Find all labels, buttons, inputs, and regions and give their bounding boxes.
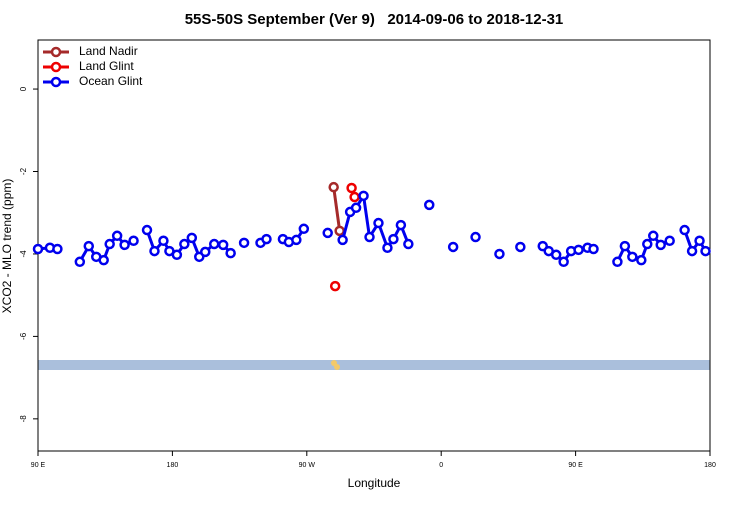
data-point: [655, 239, 666, 251]
data-point: [664, 235, 675, 247]
data-point: [179, 238, 190, 250]
data-point: [328, 181, 339, 193]
series-line: [37, 191, 707, 265]
data-point: [346, 182, 357, 194]
y-tick-label: -2: [19, 167, 28, 175]
y-tick-label: -4: [19, 250, 28, 258]
data-point: [573, 244, 584, 256]
data-point: [679, 224, 690, 236]
data-point: [447, 241, 459, 253]
data-point: [104, 238, 115, 250]
data-point: [83, 240, 95, 252]
data-point: [334, 225, 345, 237]
data-point: [158, 235, 169, 247]
data-point: [98, 254, 109, 266]
data-point: [200, 246, 211, 258]
legend-label: Ocean Glint: [79, 74, 143, 88]
data-point: [329, 280, 341, 292]
x-tick-label: 90 E: [568, 462, 583, 469]
data-point: [349, 191, 360, 203]
data-point: [694, 235, 705, 247]
surface-band: [38, 360, 710, 370]
y-tick-label: -6: [19, 332, 28, 340]
data-point: [52, 243, 63, 255]
data-point: [261, 233, 272, 245]
legend-marker: [50, 76, 62, 88]
legend-label: Land Nadir: [79, 44, 138, 58]
data-point: [388, 233, 399, 245]
data-point: [171, 249, 183, 261]
data-point: [322, 227, 333, 239]
data-point: [32, 243, 44, 255]
x-tick-label: 180: [704, 462, 716, 469]
data-point: [612, 256, 623, 268]
y-tick-label: -8: [19, 415, 28, 423]
data-point: [141, 224, 153, 236]
data-point: [337, 234, 348, 246]
data-point: [119, 239, 130, 251]
legend-marker: [50, 46, 62, 58]
data-point: [238, 237, 250, 249]
y-axis-label: XCO2 - MLO trend (ppm): [0, 179, 14, 314]
data-point: [700, 245, 711, 257]
data-point: [217, 239, 229, 251]
data-point: [686, 245, 698, 257]
data-point: [225, 247, 236, 259]
surface-dot: [334, 364, 340, 370]
data-point: [111, 230, 123, 242]
x-axis-label: Longitude: [348, 476, 401, 490]
data-point: [291, 234, 302, 246]
data-point: [515, 241, 526, 253]
data-point: [648, 230, 659, 242]
data-point: [373, 217, 384, 229]
data-point: [619, 240, 631, 252]
data-point: [149, 245, 160, 257]
data-point: [636, 254, 647, 266]
x-tick-label: 90 W: [299, 462, 316, 469]
data-point: [186, 232, 198, 244]
data-point: [550, 249, 562, 261]
y-tick-label: 0: [19, 86, 28, 91]
x-tick-label: 0: [439, 462, 443, 469]
data-point: [395, 219, 407, 231]
data-point: [74, 256, 86, 268]
chart-title: 55S-50S September (Ver 9) 2014-09-06 to …: [185, 11, 564, 28]
series-line: [332, 186, 342, 232]
x-tick-label: 180: [167, 462, 179, 469]
x-tick-label: 90 E: [31, 462, 46, 469]
legend-marker: [50, 61, 62, 73]
data-point: [627, 251, 638, 263]
data-point: [364, 231, 375, 243]
plot-frame: [37, 39, 711, 452]
data-point: [298, 223, 310, 235]
data-point: [642, 238, 653, 250]
data-point: [350, 202, 362, 214]
data-point: [588, 243, 599, 255]
data-point: [358, 190, 369, 202]
data-point: [558, 256, 569, 268]
data-point: [494, 248, 505, 260]
data-point: [403, 238, 414, 250]
data-point: [208, 238, 220, 250]
legend-label: Land Glint: [79, 59, 134, 73]
data-point: [128, 235, 139, 247]
data-point: [424, 199, 435, 211]
data-point: [382, 242, 393, 254]
data-point: [470, 231, 481, 243]
